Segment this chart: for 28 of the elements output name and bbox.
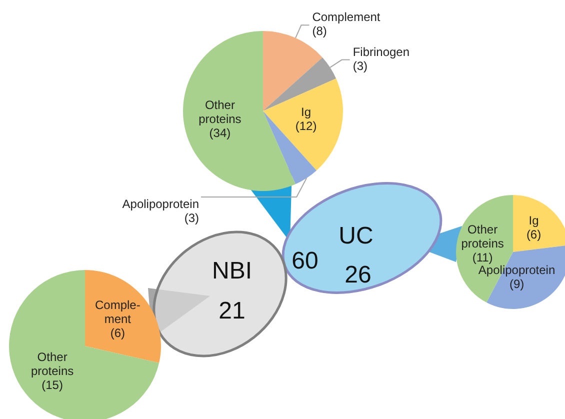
slice-label: Apolipoprotein xyxy=(122,197,199,212)
data-label: 21 xyxy=(218,297,246,324)
data-label: (6) xyxy=(526,228,542,242)
data-label: (3) xyxy=(184,211,199,226)
slice-label: Ig xyxy=(301,105,312,120)
data-label: (3) xyxy=(352,58,368,73)
category-label: NBI xyxy=(212,257,252,284)
data-label: 26 xyxy=(344,261,372,288)
data-label: (15) xyxy=(42,378,63,392)
data-label: (34) xyxy=(209,126,231,140)
pie-slice xyxy=(263,78,343,170)
data-label: (8) xyxy=(312,24,327,38)
slice-label: Apolipoprotein xyxy=(478,262,556,277)
category-label: UC xyxy=(338,222,374,250)
pie-slice xyxy=(85,270,161,363)
slice-label: Other proteins xyxy=(30,350,74,378)
data-label: (11) xyxy=(472,250,493,265)
pie-slice xyxy=(183,31,296,191)
slice-label: Complement xyxy=(312,10,381,24)
slice-label: Comple-ment xyxy=(95,298,140,326)
data-label: (12) xyxy=(295,119,317,134)
slice-label: Fibrinogen xyxy=(352,44,410,59)
data-label: (9) xyxy=(509,276,524,291)
slice-label: Other proteins xyxy=(461,222,504,251)
data-label: (6) xyxy=(110,326,126,340)
slice-label: Ig xyxy=(528,214,539,228)
slice-label: Other proteins xyxy=(198,98,242,126)
text: 60 xyxy=(292,247,318,274)
